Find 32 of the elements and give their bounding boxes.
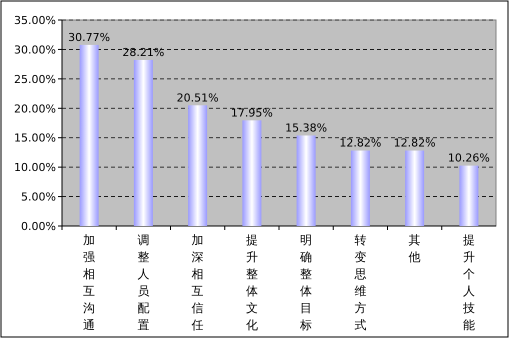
bar: [188, 105, 208, 226]
bar: [350, 150, 370, 226]
bar: [459, 166, 478, 226]
bar: [134, 60, 153, 226]
y-tick-label: 5.00%: [21, 190, 56, 204]
data-label: 20.51%: [176, 91, 219, 104]
y-tick-label: 25.00%: [14, 72, 56, 86]
y-tick-label: 15.00%: [14, 132, 56, 145]
x-tick-label: 加深相互信任: [190, 233, 204, 332]
data-label: 28.21%: [122, 46, 164, 59]
x-tick-label: 调整人员配置: [137, 233, 150, 332]
x-tick-label: 其他: [408, 233, 421, 264]
y-tick-label: 35.00%: [14, 14, 56, 27]
y-tick-label: 20.00%: [14, 102, 56, 116]
data-label: 15.38%: [285, 121, 328, 134]
data-label: 12.82%: [339, 136, 382, 150]
x-tick-label: 加强相互沟通: [83, 233, 96, 332]
data-label: 12.82%: [394, 136, 436, 150]
x-tick-label: 提升个人技能: [462, 233, 475, 332]
bar: [296, 135, 316, 226]
x-tick-label: 转变思维方式: [353, 233, 366, 332]
data-label: 17.95%: [230, 106, 273, 120]
bar: [242, 120, 262, 226]
bar: [405, 150, 424, 226]
data-label: 30.77%: [68, 30, 110, 44]
bar: [80, 44, 99, 226]
y-tick-label: 10.00%: [14, 161, 56, 174]
x-tick-label: 明确整体目标: [299, 233, 312, 332]
x-tick-label: 提升整体文化: [246, 233, 258, 332]
y-tick-label: 30.00%: [14, 43, 56, 56]
data-label: 10.26%: [448, 152, 490, 165]
y-tick-label: 0.00%: [21, 220, 56, 233]
